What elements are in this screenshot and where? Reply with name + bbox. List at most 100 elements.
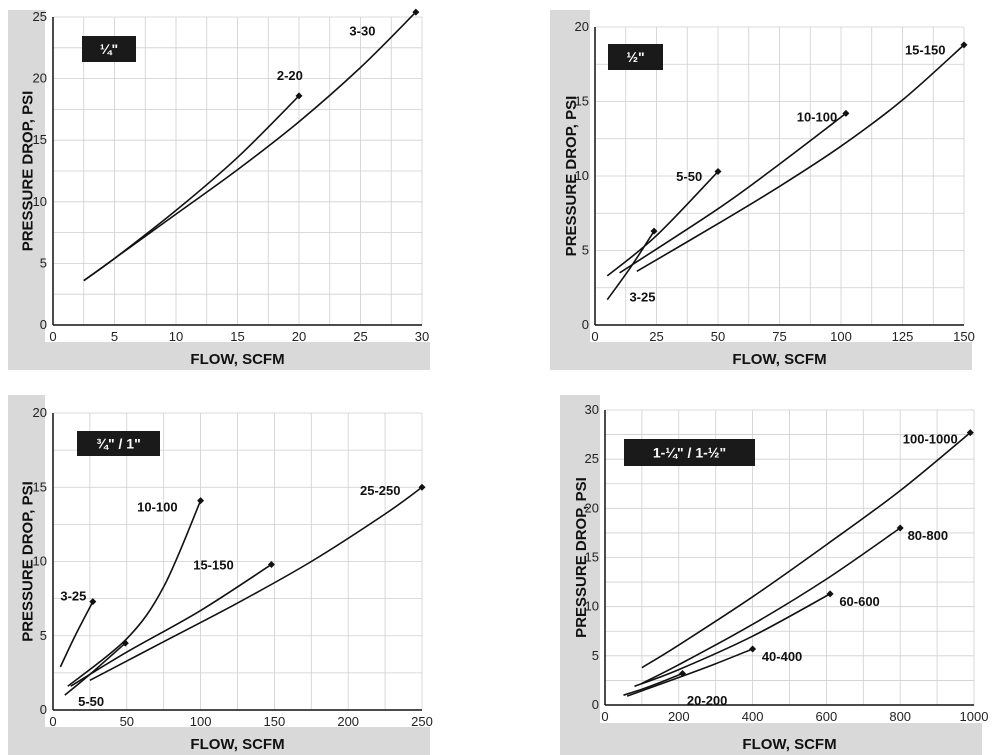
- series-end-marker: [418, 483, 426, 491]
- series-end-marker: [197, 497, 205, 505]
- x-tick-label: 250: [411, 714, 433, 729]
- x-tick-label: 100: [190, 714, 212, 729]
- x-tick-label: 50: [120, 714, 134, 729]
- x-tick-label: 0: [591, 329, 598, 344]
- y-tick-label: 15: [33, 132, 47, 147]
- series-end-marker: [714, 168, 722, 176]
- series-end-marker: [966, 429, 974, 437]
- series-line-40-400: [626, 648, 753, 697]
- size-badge-text: ¾" / 1": [96, 436, 140, 452]
- y-axis-title: PRESSURE DROP, PSI: [573, 477, 590, 638]
- x-tick-label: 75: [772, 329, 786, 344]
- x-axis-band: [8, 342, 430, 370]
- series-label: 5-50: [78, 694, 104, 709]
- size-badge: [608, 44, 663, 70]
- y-tick-label: 15: [575, 94, 589, 109]
- y-tick-label: 0: [592, 697, 599, 712]
- y-tick-label: 25: [33, 9, 47, 24]
- size-badge: [82, 36, 136, 62]
- series-end-marker: [89, 598, 97, 606]
- series-end-marker: [842, 109, 850, 117]
- x-tick-label: 600: [816, 709, 838, 724]
- x-axis-title: FLOW, SCFM: [742, 736, 836, 753]
- x-tick-label: 0: [49, 329, 56, 344]
- x-tick-label: 1000: [960, 709, 989, 724]
- series-end-marker: [295, 92, 303, 100]
- series-label: 25-250: [360, 483, 400, 498]
- x-tick-label: 200: [337, 714, 359, 729]
- y-tick-label: 5: [582, 243, 589, 258]
- x-axis-band: [8, 727, 430, 755]
- y-axis-band: [560, 395, 600, 755]
- series-label: 80-800: [908, 528, 948, 543]
- series-end-marker: [826, 590, 834, 598]
- series-label: 3-25: [629, 290, 655, 305]
- x-tick-label: 15: [230, 329, 244, 344]
- x-tick-label: 25: [353, 329, 367, 344]
- x-axis-title: FLOW, SCFM: [190, 736, 284, 753]
- y-tick-label: 0: [582, 317, 589, 332]
- series-label: 100-1000: [903, 432, 958, 447]
- series-line-5-50: [606, 170, 719, 277]
- x-tick-label: 25: [649, 329, 663, 344]
- series-line-100-1000: [641, 432, 971, 669]
- x-tick-label: 30: [415, 329, 429, 344]
- x-tick-label: 50: [711, 329, 725, 344]
- x-tick-label: 150: [264, 714, 286, 729]
- x-tick-label: 10: [169, 329, 183, 344]
- x-tick-label: 400: [742, 709, 764, 724]
- y-axis-band: [550, 10, 590, 370]
- x-tick-label: 800: [889, 709, 911, 724]
- y-axis-title: PRESSURE DROP, PSI: [20, 91, 37, 252]
- x-tick-label: 0: [601, 709, 608, 724]
- x-axis-band: [560, 723, 982, 755]
- x-tick-label: 150: [953, 329, 975, 344]
- y-tick-label: 5: [592, 648, 599, 663]
- size-badge-text: ½": [626, 49, 644, 65]
- series-end-marker: [650, 227, 658, 235]
- chart-2: 0 25 50 75 100 125 150 0 5 10 15 20 FLOW, SCFM PRESSU…: [550, 10, 975, 370]
- x-tick-label: 200: [668, 709, 690, 724]
- series-line-15-150: [70, 563, 272, 687]
- x-tick-label: 5: [111, 329, 118, 344]
- size-badge-text: 1-¼" / 1-½": [653, 445, 726, 461]
- series-label: 15-150: [193, 557, 233, 572]
- y-tick-label: 30: [585, 402, 599, 417]
- series-label: 15-150: [905, 42, 945, 57]
- x-tick-label: 125: [892, 329, 914, 344]
- y-tick-label: 10: [585, 599, 599, 614]
- y-tick-label: 0: [40, 702, 47, 717]
- series-line-3-30: [83, 11, 417, 282]
- series-line-3-25: [59, 601, 94, 668]
- series-line-20-200: [623, 672, 683, 696]
- series-line-15-150: [636, 44, 965, 273]
- y-tick-label: 10: [33, 554, 47, 569]
- y-axis-title: PRESSURE DROP, PSI: [563, 96, 580, 257]
- series-end-marker: [267, 560, 275, 568]
- y-tick-label: 25: [585, 451, 599, 466]
- size-badge: [77, 431, 160, 456]
- chart-1: 0 5 10 15 20 25 30 0 5 10 15 20 25 FLOW, SCFM PRESSURE…: [8, 8, 430, 370]
- chart-3: 0 50 100 150 200 250 0 5 10 15 20 FLOW, SCFM PRESSUR…: [8, 395, 433, 755]
- series-line-10-100: [619, 112, 847, 274]
- y-axis-band: [8, 10, 45, 370]
- series-line-60-600: [634, 593, 831, 688]
- y-tick-label: 20: [575, 19, 589, 34]
- series-label: 10-100: [797, 109, 837, 124]
- series-label: 40-400: [762, 649, 802, 664]
- size-badge: [624, 439, 755, 466]
- y-tick-label: 20: [33, 71, 47, 86]
- series-end-marker: [960, 41, 968, 49]
- x-tick-label: 20: [292, 329, 306, 344]
- series-label: 60-600: [839, 594, 879, 609]
- x-tick-label: 100: [830, 329, 852, 344]
- series-label: 3-30: [349, 24, 375, 39]
- y-tick-label: 5: [40, 255, 47, 270]
- series-line-80-800: [641, 527, 901, 685]
- y-axis-band: [8, 395, 45, 755]
- series-line-10-100: [67, 500, 202, 687]
- y-tick-label: 15: [585, 550, 599, 565]
- x-axis-title: FLOW, SCFM: [190, 351, 284, 368]
- y-tick-label: 20: [33, 405, 47, 420]
- x-axis-band: [550, 342, 972, 370]
